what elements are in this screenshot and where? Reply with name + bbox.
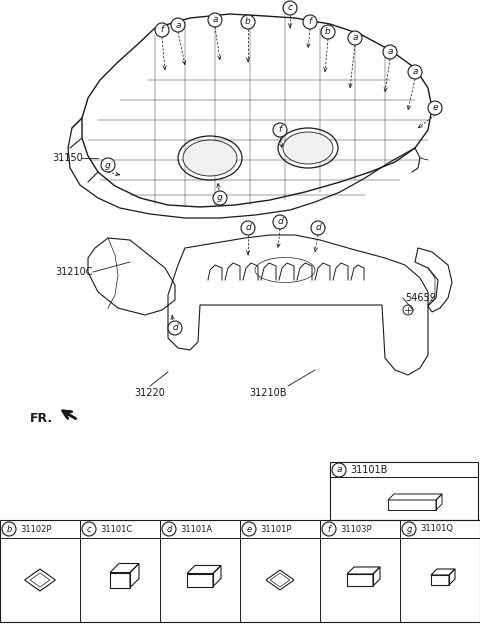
Text: 31220: 31220 xyxy=(134,388,166,398)
Text: a: a xyxy=(212,16,218,24)
Circle shape xyxy=(213,191,227,205)
Text: 31210B: 31210B xyxy=(249,388,287,398)
Text: b: b xyxy=(245,17,251,26)
Circle shape xyxy=(242,522,256,536)
Circle shape xyxy=(428,101,442,115)
Circle shape xyxy=(241,15,255,29)
Circle shape xyxy=(162,522,176,536)
Text: 31102P: 31102P xyxy=(20,525,51,534)
Text: 31101B: 31101B xyxy=(350,465,387,475)
Text: g: g xyxy=(105,160,111,170)
Text: 31103P: 31103P xyxy=(340,525,372,534)
Bar xyxy=(330,462,478,520)
Text: d: d xyxy=(277,218,283,227)
Circle shape xyxy=(208,13,222,27)
Ellipse shape xyxy=(283,132,333,164)
Text: b: b xyxy=(6,525,12,534)
Circle shape xyxy=(101,158,115,172)
Text: 31101P: 31101P xyxy=(260,525,291,534)
Text: a: a xyxy=(175,21,181,29)
Text: d: d xyxy=(166,525,172,534)
Text: f: f xyxy=(327,525,331,534)
Circle shape xyxy=(273,123,287,137)
Text: 31101C: 31101C xyxy=(100,525,132,534)
Text: d: d xyxy=(172,323,178,333)
Text: e: e xyxy=(432,104,438,112)
Text: c: c xyxy=(87,525,91,534)
Text: a: a xyxy=(387,47,393,57)
Circle shape xyxy=(332,463,346,477)
Bar xyxy=(0,520,480,622)
Circle shape xyxy=(155,23,169,37)
Text: 31101Q: 31101Q xyxy=(420,525,453,534)
Circle shape xyxy=(171,18,185,32)
Circle shape xyxy=(322,522,336,536)
Text: 31101A: 31101A xyxy=(180,525,212,534)
Text: 31210C: 31210C xyxy=(55,267,93,277)
Text: 31150: 31150 xyxy=(52,153,83,163)
Text: a: a xyxy=(352,34,358,42)
Text: b: b xyxy=(325,27,331,36)
Circle shape xyxy=(348,31,362,45)
Circle shape xyxy=(82,522,96,536)
Text: a: a xyxy=(412,67,418,77)
Text: f: f xyxy=(278,125,282,135)
Circle shape xyxy=(168,321,182,335)
Text: d: d xyxy=(245,223,251,233)
Ellipse shape xyxy=(183,140,237,176)
Text: g: g xyxy=(217,193,223,203)
Circle shape xyxy=(273,215,287,229)
Text: f: f xyxy=(160,26,164,34)
Circle shape xyxy=(241,221,255,235)
Circle shape xyxy=(303,15,317,29)
Circle shape xyxy=(402,522,416,536)
Text: d: d xyxy=(315,223,321,233)
Circle shape xyxy=(311,221,325,235)
Circle shape xyxy=(321,25,335,39)
Text: e: e xyxy=(246,525,252,534)
Text: a: a xyxy=(336,466,342,474)
Circle shape xyxy=(283,1,297,15)
Circle shape xyxy=(383,45,397,59)
Text: 54659: 54659 xyxy=(405,293,436,303)
Circle shape xyxy=(2,522,16,536)
Text: FR.: FR. xyxy=(30,411,53,424)
Text: c: c xyxy=(288,4,292,12)
Circle shape xyxy=(408,65,422,79)
Text: g: g xyxy=(406,525,412,534)
Text: f: f xyxy=(309,17,312,26)
